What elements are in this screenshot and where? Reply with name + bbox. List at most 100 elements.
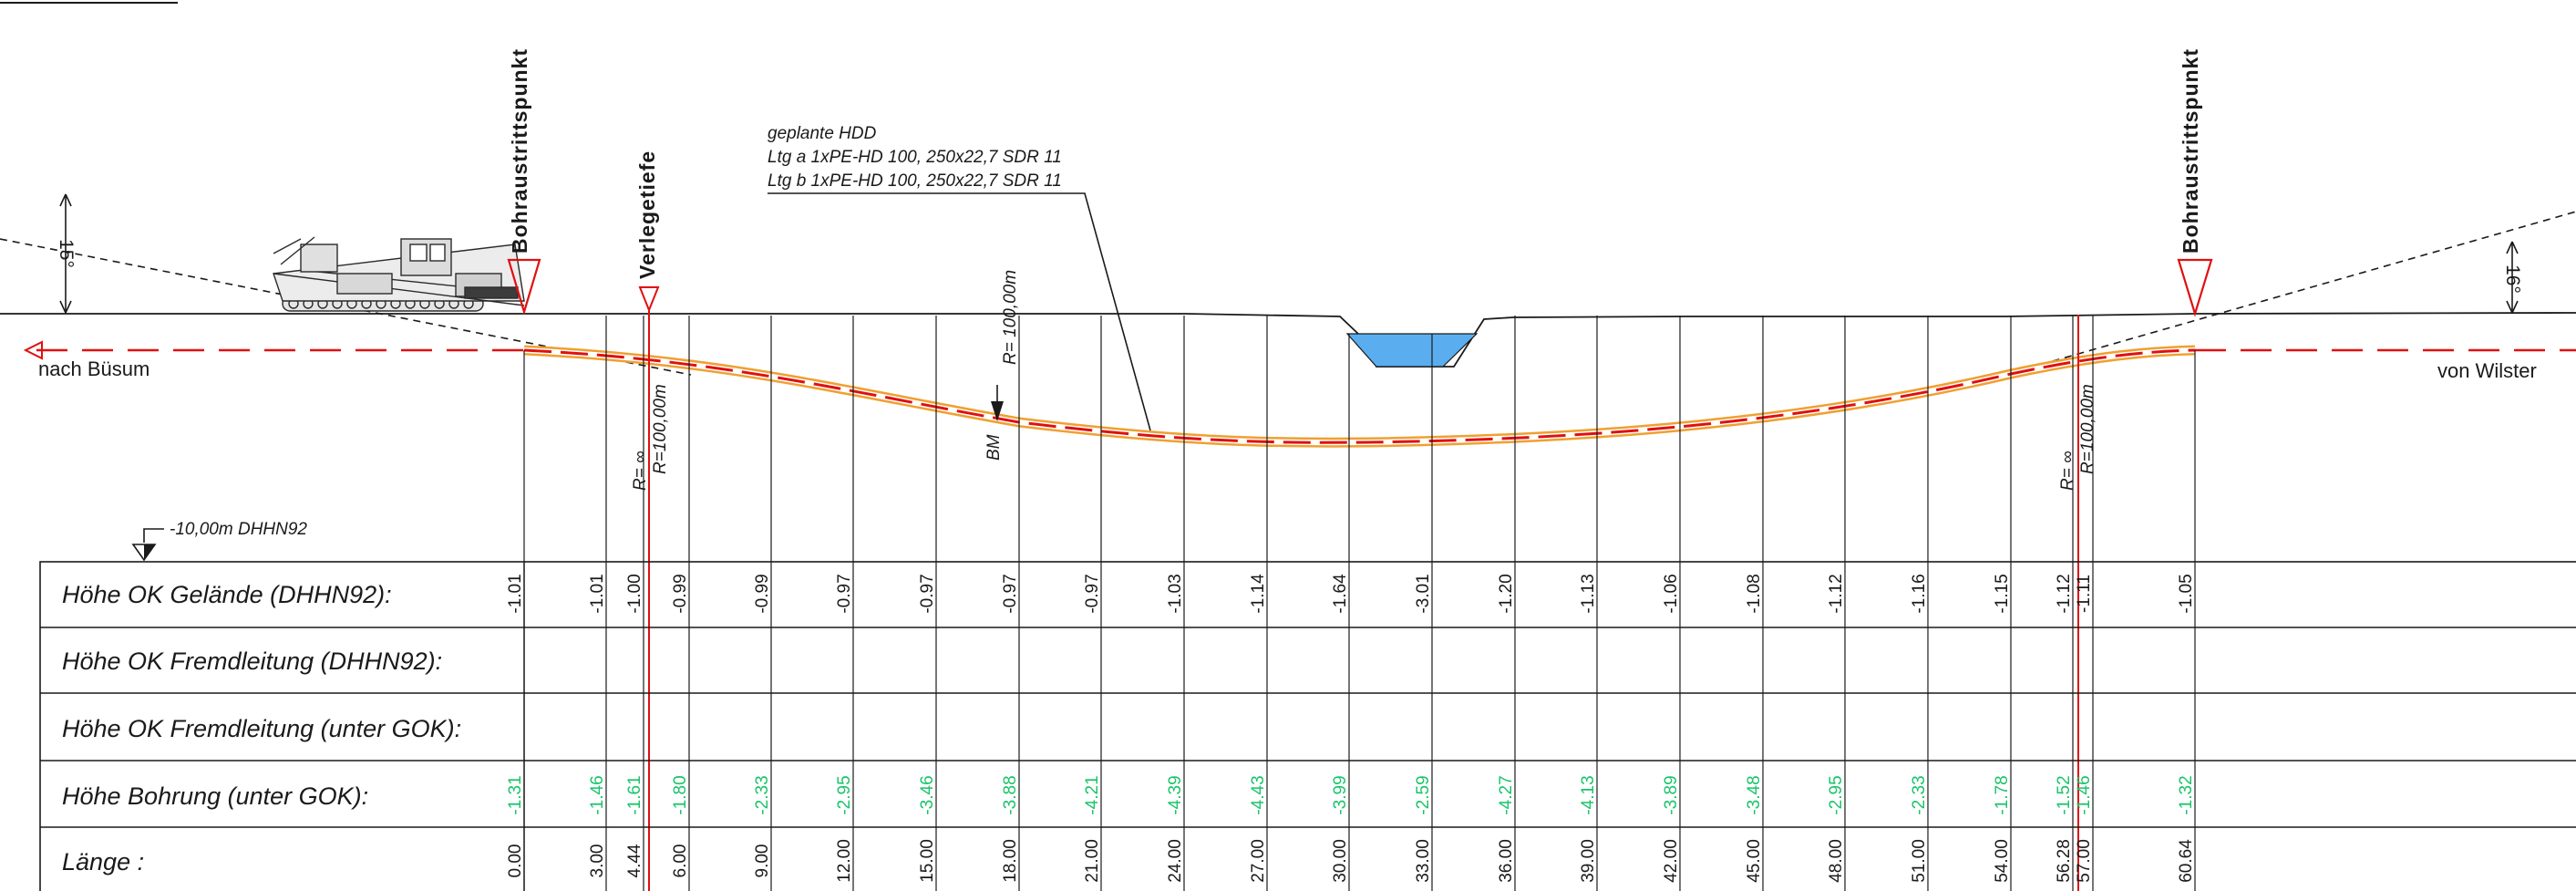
station-value-gelaende: -0.97 — [1001, 574, 1020, 613]
row-label-fremd-dhhn: Höhe OK Fremdleitung (DHHN92): — [62, 648, 442, 675]
station-values: -1.01 -1.31 0.00 -1.01 -1.46 3.00 -1.00 -1.61 4.… — [506, 574, 2196, 883]
station-value-laenge: 45.00 — [1745, 839, 1764, 883]
depth-marker-label: Verlegetiefe — [635, 150, 659, 279]
station-value-laenge: 36.00 — [1497, 839, 1516, 883]
station-value-laenge: 27.00 — [1249, 839, 1268, 883]
station-value-bohrung: -1.32 — [2177, 775, 2196, 814]
station-value-bohrung: -3.89 — [1662, 775, 1681, 814]
exit-point-label-right: Bohraustrittspunkt — [2179, 48, 2202, 254]
station-value-laenge: 18.00 — [1001, 839, 1020, 883]
station-value-bohrung: -1.46 — [588, 775, 607, 814]
station-value-gelaende: -1.12 — [2055, 574, 2074, 613]
station-value-laenge: 12.00 — [835, 839, 854, 883]
direction-right: von Wilster — [2437, 359, 2537, 382]
station-value-laenge: 9.00 — [753, 844, 772, 878]
station-value-bohrung: -3.46 — [918, 775, 937, 814]
station-value-gelaende: -1.00 — [625, 574, 644, 613]
datum-label: -10,00m DHHN92 — [170, 520, 307, 539]
station-value-laenge: 15.00 — [918, 839, 937, 883]
station-value-laenge: 24.00 — [1166, 839, 1185, 883]
station-value-bohrung: -4.13 — [1579, 775, 1598, 814]
station-value-bohrung: -3.99 — [1331, 775, 1350, 814]
station-value-bohrung: -1.61 — [625, 775, 644, 814]
station-value-bohrung: -4.27 — [1497, 775, 1516, 814]
station-value-bohrung: -1.52 — [2055, 775, 2074, 814]
station-value-gelaende: -3.01 — [1414, 574, 1433, 613]
station-value-gelaende: -1.16 — [1910, 574, 1929, 613]
station-value-gelaende: -1.64 — [1331, 574, 1350, 614]
station-value-laenge: 3.00 — [588, 844, 607, 878]
station-value-laenge: 56.28 — [2055, 839, 2074, 883]
station-value-bohrung: -3.48 — [1745, 775, 1764, 814]
station-value-laenge: 54.00 — [1993, 839, 2012, 883]
station-value-laenge: 39.00 — [1579, 839, 1598, 883]
station-value-gelaende: -1.08 — [1745, 574, 1764, 613]
station-value-gelaende: -1.20 — [1497, 574, 1516, 613]
station-value-gelaende: -1.03 — [1166, 574, 1185, 613]
station-value-bohrung: -4.43 — [1249, 775, 1268, 814]
exit-point-triangle-left — [507, 258, 541, 316]
radius-label-mid: R= 100,00m — [1001, 270, 1020, 365]
station-value-laenge: 57.00 — [2075, 839, 2094, 883]
station-value-laenge: 33.00 — [1414, 839, 1433, 883]
station-value-laenge: 60.64 — [2177, 839, 2196, 883]
station-value-gelaende: -1.15 — [1993, 574, 2012, 613]
row-label-laenge: Länge : — [62, 848, 144, 875]
depth-marker-triangle — [638, 286, 660, 313]
station-value-gelaende: -0.97 — [835, 574, 854, 613]
station-value-bohrung: -2.33 — [1910, 775, 1929, 814]
water-body — [1345, 333, 1479, 368]
row-label-gelaende: Höhe OK Gelände (DHHN92): — [62, 581, 392, 608]
station-value-gelaende: -0.97 — [918, 574, 937, 613]
station-value-bohrung: -2.59 — [1414, 775, 1433, 814]
exit-point-triangle-right — [2177, 258, 2213, 317]
station-value-bohrung: -4.39 — [1166, 775, 1185, 814]
radius-label-left-inf: R= ∞ — [631, 451, 650, 491]
station-value-gelaende: -1.01 — [506, 574, 525, 613]
hdd-pipe-path — [523, 345, 2196, 448]
hdd-leader-line — [768, 192, 1151, 431]
angle-indicator-right: 16° — [2502, 241, 2523, 314]
ground-line — [0, 312, 2576, 368]
station-value-gelaende: -1.05 — [2177, 574, 2196, 613]
station-value-laenge: 6.00 — [671, 844, 690, 878]
station-value-laenge: 21.00 — [1083, 839, 1102, 883]
station-value-bohrung: -3.88 — [1001, 775, 1020, 814]
datum-marker: -10,00m DHHN92 — [131, 520, 307, 562]
station-value-gelaende: -1.12 — [1827, 574, 1846, 613]
hdd-line-a: Ltg a 1xPE-HD 100, 250x22,7 SDR 11 — [768, 148, 1062, 167]
station-value-gelaende: -0.97 — [1083, 574, 1102, 613]
station-value-bohrung: -1.46 — [2075, 775, 2094, 814]
station-value-gelaende: -0.99 — [671, 574, 690, 613]
station-value-gelaende: -1.14 — [1249, 574, 1268, 614]
angle-label-left: 15° — [56, 239, 77, 268]
row-label-bohrung: Höhe Bohrung (unter GOK): — [62, 782, 368, 810]
exit-point-label-left: Bohraustrittspunkt — [508, 48, 531, 254]
station-value-gelaende: -1.13 — [1579, 574, 1598, 613]
station-value-bohrung: -2.33 — [753, 775, 772, 814]
bm-label: BM — [984, 434, 1004, 461]
station-value-laenge: 30.00 — [1331, 839, 1350, 883]
station-value-bohrung: -1.78 — [1993, 775, 2012, 814]
entry-angle-line-left — [0, 238, 692, 376]
station-value-laenge: 4.44 — [625, 844, 644, 877]
drilling-rig-icon — [273, 236, 525, 312]
station-value-bohrung: -2.95 — [1827, 775, 1846, 814]
profile-table: Höhe OK Gelände (DHHN92): Höhe OK Fremdl… — [39, 561, 2576, 891]
entry-angle-line-right — [2039, 211, 2576, 366]
station-value-gelaende: -0.99 — [753, 574, 772, 613]
angle-indicator-left: 15° — [56, 193, 77, 314]
row-label-fremd-gok: Höhe OK Fremdleitung (unter GOK): — [62, 715, 461, 742]
station-value-bohrung: -1.80 — [671, 775, 690, 814]
arrow-left-icon — [23, 340, 43, 360]
angle-label-right: 16° — [2502, 264, 2523, 294]
station-value-bohrung: -4.21 — [1083, 775, 1102, 814]
station-value-gelaende: -1.06 — [1662, 574, 1681, 613]
station-value-laenge: 51.00 — [1910, 839, 1929, 883]
station-value-laenge: 48.00 — [1827, 839, 1846, 883]
station-value-laenge: 0.00 — [506, 844, 525, 878]
radius-arrowhead-mid — [991, 401, 1004, 421]
station-value-laenge: 42.00 — [1662, 839, 1681, 883]
hdd-title: geplante HDD — [768, 124, 877, 143]
